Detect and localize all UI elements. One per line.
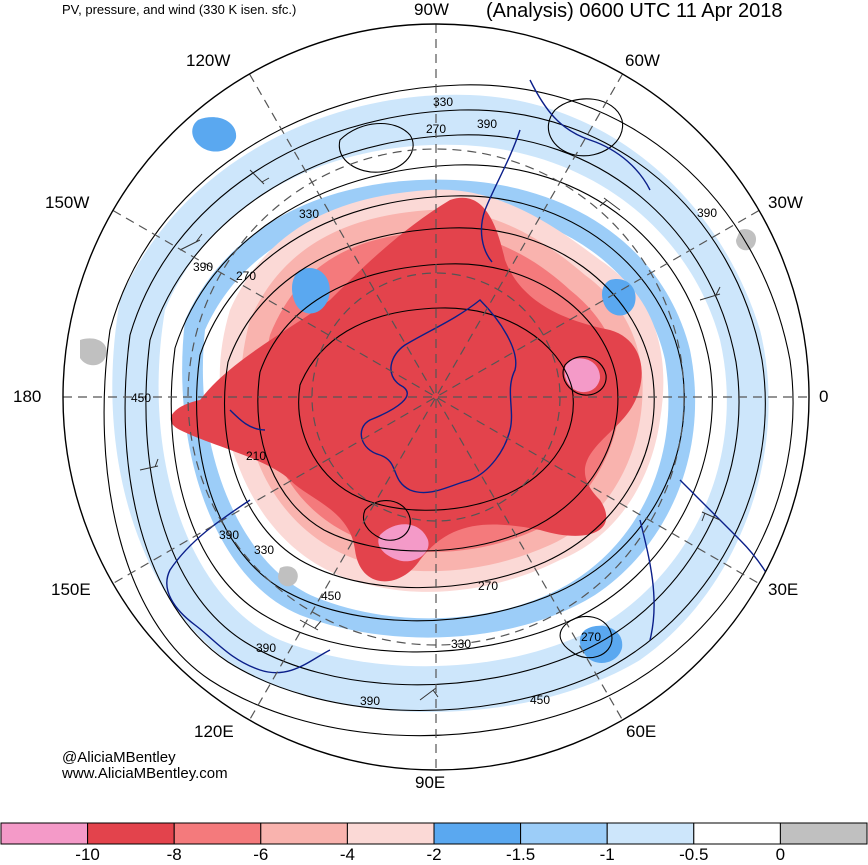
- contour-label: 270: [236, 269, 256, 283]
- colorbar-cells: [0, 822, 868, 845]
- map-boundary: [62, 23, 810, 771]
- contour-label: 390: [219, 528, 239, 542]
- lon-label-0: 0: [819, 387, 829, 406]
- contour-labels: 330 270 390 330 390 390 270 450 210 390 …: [131, 95, 717, 708]
- colorbar-tick-label: -8: [166, 845, 182, 864]
- map-title: (Analysis) 0600 UTC 11 Apr 2018: [486, 0, 783, 22]
- pv-grey-patch: [80, 338, 107, 366]
- contour-label: 270: [581, 630, 601, 644]
- colorbar-cell: [87, 822, 175, 845]
- map-subtitle: PV, pressure, and wind (330 K isen. sfc.…: [62, 2, 297, 17]
- contour-label: 330: [451, 637, 471, 651]
- colorbar-cell: [260, 822, 348, 845]
- contour-label: 330: [299, 207, 319, 221]
- contour-label: 330: [254, 543, 274, 557]
- lon-label-120w: 120W: [186, 51, 231, 70]
- contour-label: 390: [256, 641, 276, 655]
- pv-pink-core: [378, 524, 429, 562]
- credit-website: www.AliciaMBentley.com: [62, 765, 228, 782]
- colorbar-cell: [346, 822, 435, 845]
- lon-label-120e: 120E: [194, 722, 234, 741]
- colorbar-tick-label: -1.5: [505, 845, 536, 864]
- contour-label: 330: [433, 95, 453, 109]
- lon-label-60w: 60W: [625, 51, 660, 70]
- colorbar-cell: [693, 822, 781, 845]
- colorbar-cell: [779, 822, 868, 845]
- colorbar-tick-label: -4: [339, 845, 355, 864]
- lon-label-180: 180: [13, 387, 42, 406]
- graticule: [63, 24, 809, 770]
- contour-label: 390: [360, 694, 380, 708]
- credit-handle: @AliciaMBentley: [62, 749, 176, 766]
- credit-block: @AliciaMBentley www.AliciaMBentley.com: [62, 750, 228, 782]
- colorbar-cell: [606, 822, 695, 845]
- coastlines: [166, 79, 781, 674]
- colorbar-tick-label: -6: [253, 845, 269, 864]
- pressure-contours: [103, 84, 794, 737]
- colorbar-tick-label: 0: [775, 845, 786, 864]
- contour-label: 270: [478, 579, 498, 593]
- contour-label: 390: [697, 206, 717, 220]
- lon-label-150e: 150E: [51, 580, 91, 599]
- contour-label: 390: [193, 260, 213, 274]
- lon-label-30w: 30W: [768, 193, 803, 212]
- pv-pink-core-2: [564, 358, 600, 393]
- contour-label: 210: [246, 449, 266, 463]
- lon-label-90e: 90E: [415, 773, 446, 792]
- colorbar-cell: [173, 822, 262, 845]
- pv-grey-patch: [736, 229, 757, 251]
- lon-label-30e: 30E: [768, 580, 799, 599]
- pv-blue-patch: [192, 117, 237, 152]
- polar-map: 330 270 390 330 390 390 270 450 210 390 …: [62, 23, 810, 771]
- colorbar-tick-label: -1: [599, 845, 615, 864]
- contour-label: 450: [131, 391, 151, 405]
- wind-barbs: [139, 169, 721, 701]
- lon-label-90w: 90W: [414, 0, 449, 19]
- contour-label: 270: [426, 122, 446, 136]
- colorbar-tick-label: -10: [75, 845, 100, 864]
- pv-blue-patch: [602, 279, 636, 316]
- contour-label: 390: [477, 117, 497, 131]
- contour-label: 450: [530, 693, 550, 707]
- colorbar-tick-label: -2: [426, 845, 442, 864]
- pv-grey-patch: [278, 566, 298, 587]
- colorbar-cell: [0, 822, 89, 845]
- pv-blue-patch: [292, 268, 330, 314]
- colorbar-cell: [433, 822, 522, 845]
- lon-label-60e: 60E: [626, 722, 657, 741]
- contour-label: 450: [321, 589, 341, 603]
- colorbar-tick-label: -0.5: [679, 845, 709, 864]
- pv-shading: [80, 94, 769, 713]
- colorbar: [0, 822, 868, 845]
- lon-label-150w: 150W: [45, 193, 90, 212]
- colorbar-cell: [520, 822, 608, 845]
